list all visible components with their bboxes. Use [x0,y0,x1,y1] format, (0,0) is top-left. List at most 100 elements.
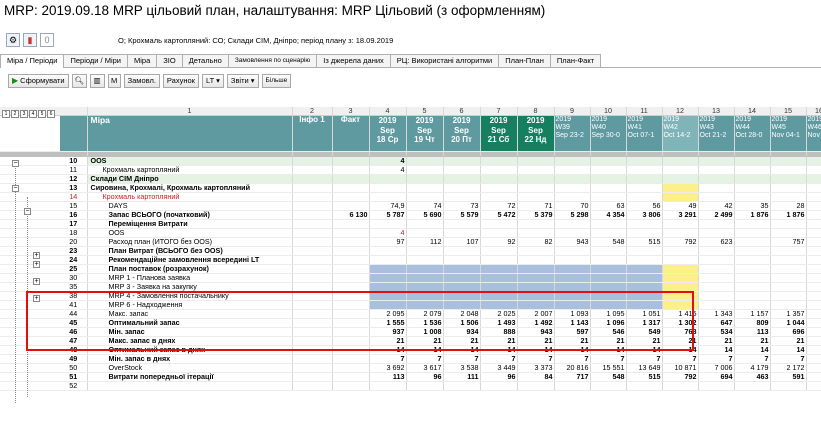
value-cell [662,291,699,301]
tab-3[interactable]: ЗІО [156,54,183,67]
tab-0[interactable]: Міра / Періоди [0,54,65,68]
tab-6[interactable]: Із джерела даних [316,54,391,67]
level-button[interactable]: 2 [11,110,19,118]
value-cell [332,255,370,265]
value-cell [406,192,444,202]
value-cell [626,192,663,202]
value-cell: 2 025 [480,309,518,319]
value-cell [770,273,807,283]
tab-7[interactable]: РЦ: Використані алгоритми [389,54,500,67]
counter-box[interactable]: 0 [40,33,54,47]
separator-cell [734,151,771,157]
week-header: 2019 W41 Oct 07-1 [626,115,663,152]
value-cell: 74,9 [369,201,407,211]
value-cell [626,219,663,229]
day-header-m: Sep [417,125,432,135]
value-cell: 21 [662,336,699,346]
tab-1[interactable]: Періоди / Міри [63,54,128,67]
table-row: 17 Переміщення Витрати [0,219,821,229]
table-row: 44 Макс. запас 2 095 2 079 2 048 2 025 2 007 1 … [0,309,821,319]
value-cell: 515 [626,237,663,247]
value-cell: 1 506 [443,318,481,328]
level-button[interactable]: 3 [20,110,28,118]
value-cell: 7 [480,354,518,364]
value-cell: 4 [369,228,407,238]
tab-5[interactable]: Замовлення по сценарію [227,54,318,67]
value-cell: 14 [554,345,591,355]
level-button[interactable]: 1 [2,110,10,118]
value-cell [698,183,735,193]
week-header-y: 2019 [591,116,608,123]
value-cell: 1 357 [770,309,807,319]
value-cell [806,345,821,355]
value-cell [292,381,333,391]
value-cell [734,228,771,238]
level-button[interactable]: 4 [29,110,37,118]
form-button[interactable]: ▶ Сформувати [8,73,69,88]
chart-icon[interactable]: ▮ [23,33,37,47]
m-button[interactable]: M [107,73,121,88]
row-number: 10 [60,156,88,166]
value-cell: 1 302 [662,318,699,328]
value-cell: 82 [517,237,555,247]
row-number: 45 [60,318,88,328]
search-button[interactable]: 🔍︎ [71,73,87,88]
value-cell [332,237,370,247]
order-button[interactable]: Замовл. [123,73,160,88]
table-row: 14 Крохмаль картопляний [0,192,821,202]
row-number: 50 [60,363,88,373]
separator-cell [517,151,555,157]
value-cell [292,291,333,301]
value-cell [806,264,821,274]
columns-button[interactable]: ▥ [89,73,105,88]
chevron-down-icon: ▾ [216,75,220,85]
value-cell [369,192,407,202]
level-button[interactable]: 5 [38,110,46,118]
value-cell: 717 [554,372,591,382]
column-number: 8 [517,107,555,116]
measure-label: Мін. запас [87,327,293,337]
tree-cell [0,201,60,211]
value-cell [332,219,370,229]
value-cell [626,246,663,256]
more-button[interactable]: Більше [261,73,292,88]
column-number: 11 [626,107,663,116]
value-cell: 3 806 [626,210,663,220]
invoice-button[interactable]: Рахунок [162,73,199,88]
measure-label: Витрати попередньої ітерації [87,372,293,382]
value-cell [734,291,771,301]
row-number: 44 [60,309,88,319]
value-cell [517,165,555,175]
value-cell: 21 [517,336,555,346]
reports-dropdown[interactable]: Звіти ▾ [226,73,259,88]
value-cell: 96 [480,372,518,382]
value-cell [698,228,735,238]
value-cell [734,192,771,202]
column-number: 12 [662,107,699,116]
settings-icon[interactable]: ⚙ [6,33,20,47]
value-cell: 49 [662,201,699,211]
column-number: 14 [734,107,771,116]
value-cell [662,183,699,193]
tab-9[interactable]: План-Факт [549,54,602,67]
measure-label: Сировина, Крохмалі, Крохмаль картопляний [87,183,293,193]
tree-cell [0,219,60,229]
value-cell [406,174,444,184]
tab-4[interactable]: Детально [181,54,229,67]
lt-dropdown[interactable]: LT ▾ [201,73,224,88]
value-cell [770,228,807,238]
value-cell: 597 [554,327,591,337]
tab-2[interactable]: Міра [126,54,158,67]
tree-cell [0,363,60,373]
value-cell [770,156,807,166]
value-cell [292,237,333,247]
value-cell: 1 317 [626,318,663,328]
value-cell [590,246,627,256]
value-cell [590,192,627,202]
value-cell [734,255,771,265]
level-button[interactable]: 6 [47,110,55,118]
day-header-d: 19 Чт [414,135,435,144]
measure-label: Макс. запас [87,309,293,319]
tab-8[interactable]: План-План [498,54,551,67]
value-cell [443,174,481,184]
